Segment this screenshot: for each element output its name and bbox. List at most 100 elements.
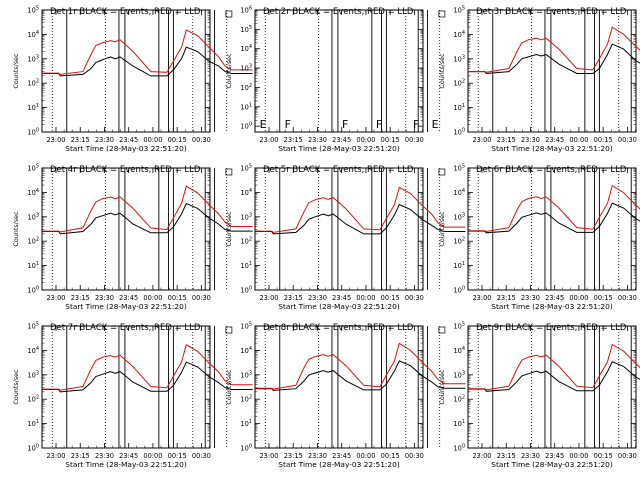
y-tick-label: 101: [453, 103, 465, 112]
x-tick-label: 23:15: [497, 136, 516, 144]
panel-det-6: Det 6r BLACK = Events, RED = LLD 100 101 10…: [438, 164, 640, 311]
x-axis-label: Start Time (28-May-03 22:51:20): [278, 302, 400, 311]
y-tick-label: 103: [240, 370, 252, 379]
y-tick-label: 103: [27, 370, 39, 379]
plot-frame: [41, 9, 211, 133]
panel-det-8: Det 8r BLACK = Events, RED = LLD 100 101 10…: [225, 322, 466, 469]
y-axis-label: Counts/sec: [438, 369, 446, 405]
x-tick-label: 23:45: [545, 294, 564, 302]
y-tick-label: 102: [453, 395, 465, 404]
flag-label: F: [342, 118, 348, 131]
plot-frame: [254, 167, 424, 291]
y-tick-label: 101: [240, 102, 252, 111]
y-tick-label: 105: [453, 164, 465, 173]
x-tick-label: 23:00: [472, 136, 491, 144]
x-tick-label: 00:30: [192, 294, 211, 302]
marker-box: [438, 10, 446, 18]
y-tick-label: 102: [453, 79, 465, 88]
x-tick-label: 00:15: [381, 136, 400, 144]
x-tick-label: 23:45: [545, 452, 564, 460]
y-tick-label: 103: [453, 212, 465, 221]
y-axis-label: Counts/sec: [12, 369, 20, 405]
panel-det-4: Det 4r BLACK = Events, RED = LLD 100 101 10…: [12, 164, 253, 311]
y-tick-label: 100: [240, 286, 252, 295]
y-tick-label: 106: [240, 6, 252, 15]
panel-title: Det 4r BLACK = Events, RED = LLD: [50, 165, 201, 175]
x-tick-label: 23:15: [497, 452, 516, 460]
panel-det-3: Det 3r BLACK = Events, RED = LLD 100 101 10…: [438, 6, 640, 153]
y-tick-label: 104: [453, 346, 465, 355]
y-tick-label: 102: [240, 83, 252, 92]
x-axis-label: Start Time (28-May-03 22:51:20): [278, 460, 400, 469]
panel-det-5: Det 5r BLACK = Events, RED = LLD 100 101 10…: [225, 164, 466, 311]
x-tick-label: 00:15: [168, 452, 187, 460]
x-tick-label: 23:30: [521, 452, 540, 460]
series-line-events: [255, 360, 466, 391]
y-tick-label: 105: [27, 322, 39, 331]
panel-title: Det 2r BLACK = Events, RED = LLD: [263, 7, 414, 17]
x-tick-label: 23:45: [332, 294, 351, 302]
y-tick-label: 102: [27, 237, 39, 246]
y-tick-label: 104: [27, 188, 39, 197]
plot-frame: [254, 325, 424, 449]
x-tick-label: 23:30: [308, 452, 327, 460]
x-tick-label: 23:30: [95, 136, 114, 144]
y-tick-label: 100: [453, 128, 465, 137]
x-tick-label: 23:30: [308, 294, 327, 302]
x-tick-label: 00:00: [569, 294, 588, 302]
x-tick-label: 23:15: [71, 294, 90, 302]
x-tick-label: 23:00: [259, 452, 278, 460]
x-tick-label: 00:15: [168, 136, 187, 144]
x-tick-label: 00:00: [143, 136, 162, 144]
x-tick-label: 23:15: [497, 294, 516, 302]
series-line-events: [42, 202, 253, 235]
flag-label: F: [413, 118, 419, 131]
x-axis-label: Start Time (28-May-03 22:51:20): [65, 144, 187, 153]
x-tick-label: 23:30: [308, 136, 327, 144]
x-tick-label: 00:15: [594, 294, 613, 302]
y-tick-label: 101: [240, 419, 252, 428]
x-tick-label: 00:15: [381, 452, 400, 460]
series-line-events: [468, 43, 640, 75]
y-tick-label: 104: [27, 30, 39, 39]
y-tick-label: 104: [453, 188, 465, 197]
x-tick-label: 23:30: [95, 294, 114, 302]
plot-frame: [41, 325, 211, 449]
panel-title: Det 1r BLACK = Events, RED = LLD: [50, 7, 201, 17]
marker-box: [438, 326, 446, 334]
plot-frame: [41, 167, 211, 291]
y-tick-label: 103: [27, 54, 39, 63]
y-tick-label: 105: [453, 322, 465, 331]
x-tick-label: 00:15: [594, 452, 613, 460]
x-tick-label: 00:30: [618, 294, 637, 302]
x-tick-label: 00:30: [192, 136, 211, 144]
y-axis-label: Counts/sec: [12, 53, 20, 89]
x-tick-label: 23:45: [332, 136, 351, 144]
series-line-lld: [468, 343, 640, 391]
plot-frame: [467, 325, 637, 449]
y-axis-label: Counts/sec: [12, 211, 20, 247]
x-tick-label: 23:15: [284, 452, 303, 460]
series-line-events: [468, 202, 640, 234]
marker-box: [225, 10, 233, 18]
y-axis-label: Counts/sec: [225, 369, 233, 405]
y-tick-label: 100: [453, 286, 465, 295]
panel-title: Det 8r BLACK = Events, RED = LLD: [263, 323, 414, 333]
y-tick-label: 103: [453, 54, 465, 63]
y-tick-label: 104: [240, 346, 252, 355]
y-tick-label: 101: [453, 419, 465, 428]
series-line-lld: [42, 29, 253, 75]
x-tick-label: 23:00: [46, 452, 65, 460]
y-tick-label: 102: [453, 237, 465, 246]
marker-box: [225, 326, 233, 334]
y-tick-label: 101: [453, 261, 465, 270]
y-tick-label: 105: [240, 322, 252, 331]
series-line-events: [255, 203, 466, 235]
y-axis-label: Counts/sec: [225, 211, 233, 247]
flag-label: E: [260, 118, 267, 131]
x-tick-label: 00:30: [405, 452, 424, 460]
x-tick-label: 23:45: [119, 294, 138, 302]
x-axis-label: Start Time (28-May-03 22:51:20): [491, 460, 613, 469]
series-line-events: [42, 46, 253, 77]
